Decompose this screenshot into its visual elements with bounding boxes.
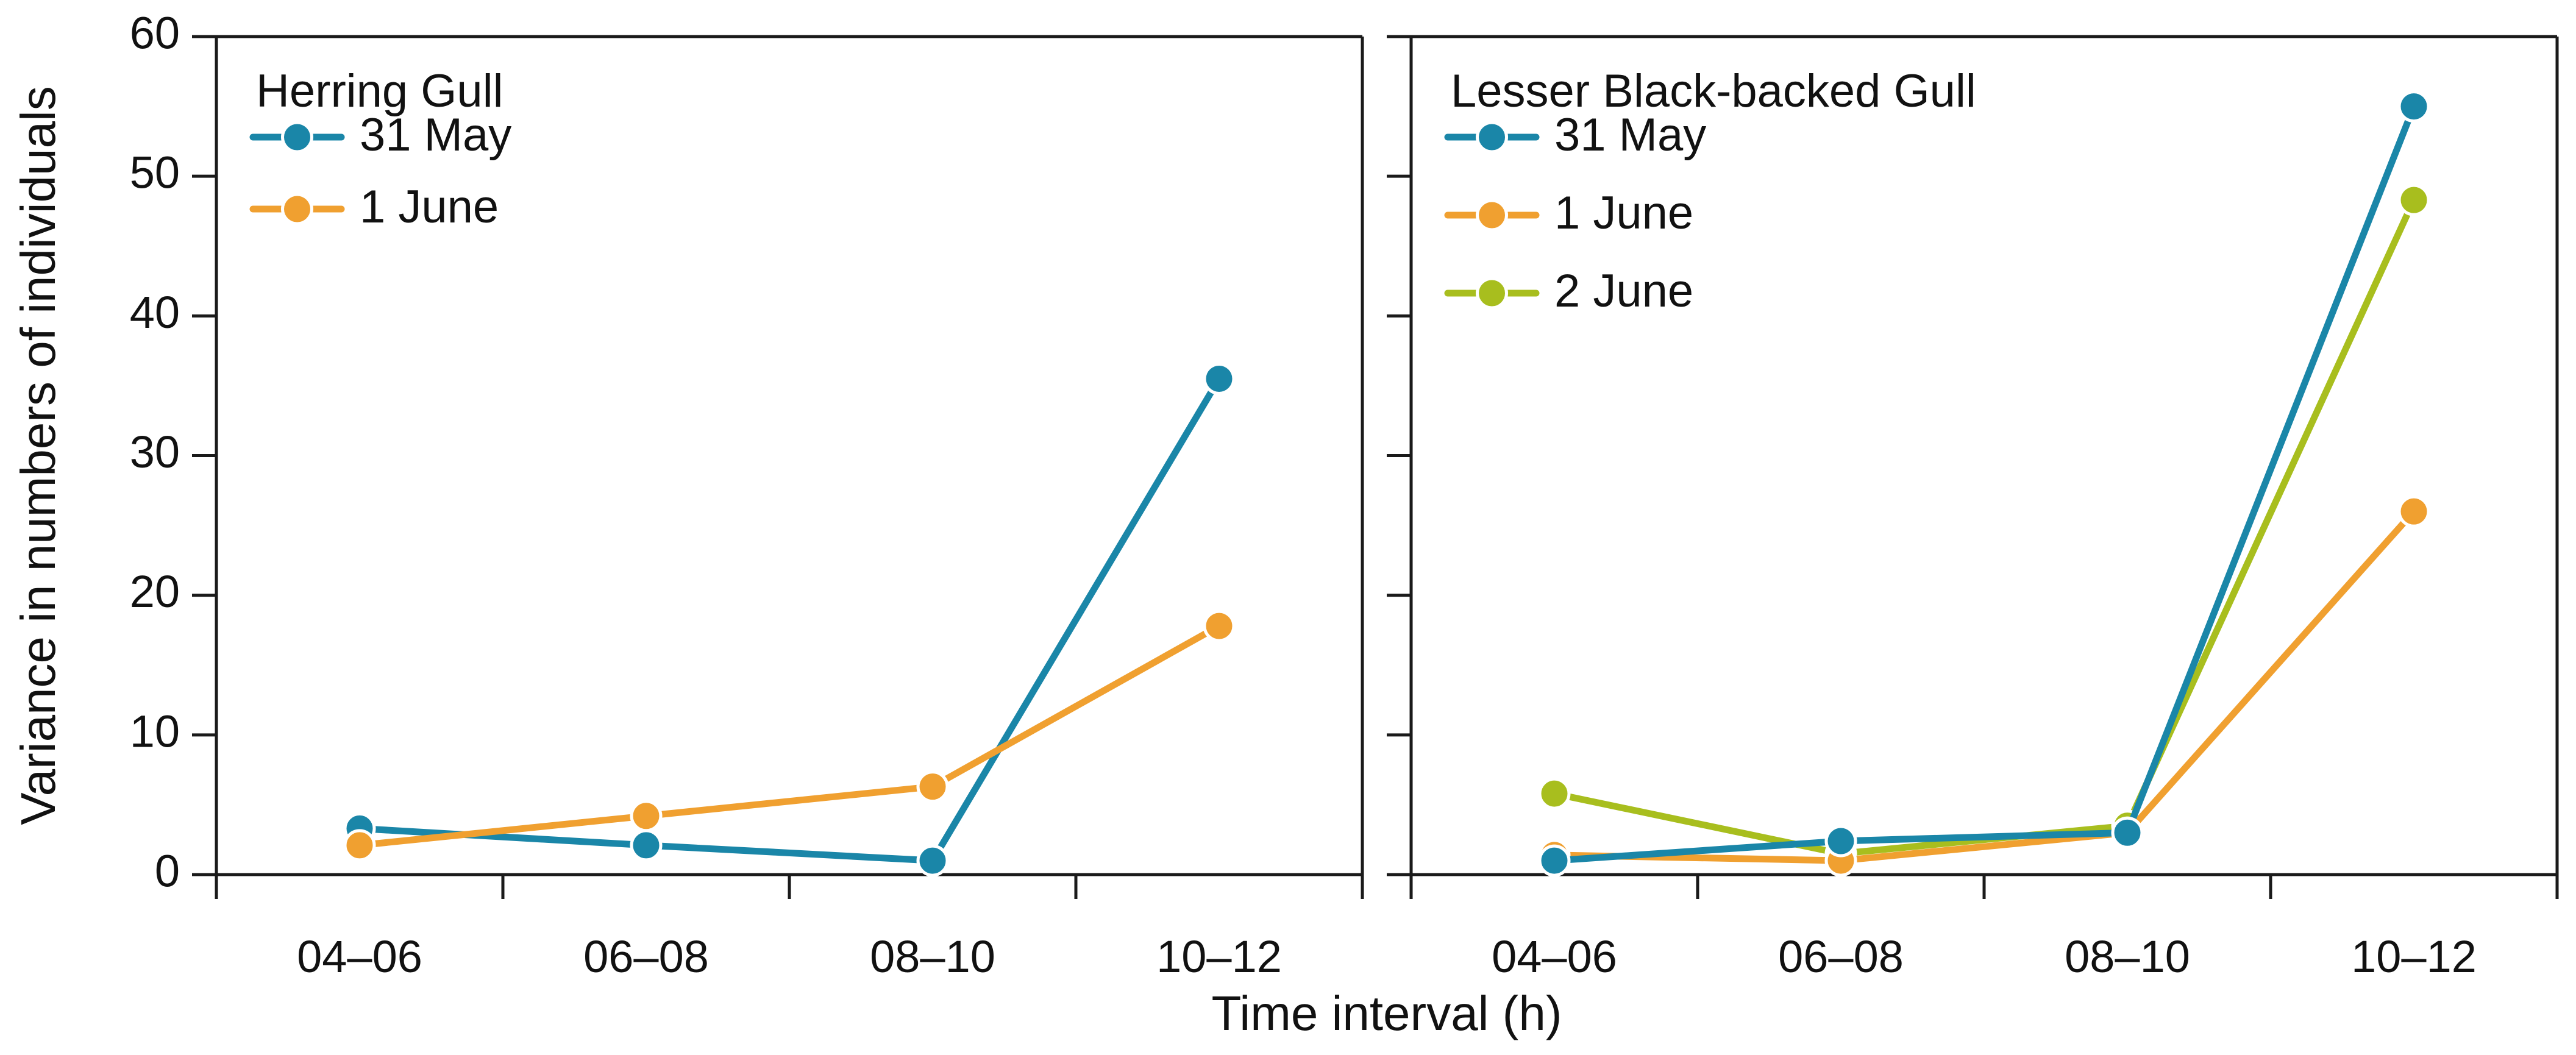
- legend-swatch-marker: [1476, 199, 1508, 232]
- legend-item: 1 June: [1444, 187, 1693, 239]
- legend-label: 31 May: [1554, 109, 1706, 161]
- legend-label: 1 June: [1554, 187, 1693, 239]
- legend-swatch-marker: [1476, 277, 1508, 310]
- data-point-1-june-4: [1203, 609, 1236, 642]
- data-point-31-may-4: [2397, 90, 2430, 123]
- y-tick-label: 50: [130, 147, 180, 198]
- series-line-31-may: [356, 375, 1223, 864]
- x-tick-label: 10–12: [1156, 931, 1282, 982]
- x-tick-label: 06–08: [1778, 931, 1904, 982]
- y-tick-label: 40: [130, 287, 180, 338]
- panel-title: Lesser Black-backed Gull: [1451, 65, 1976, 117]
- legend-swatch-marker: [281, 121, 313, 154]
- x-tick-label: 06–08: [583, 931, 709, 982]
- y-tick-label: 0: [155, 846, 180, 897]
- data-point-1-june-3: [916, 770, 949, 803]
- data-point-31-may-3: [916, 844, 949, 877]
- panel-title: Herring Gull: [256, 65, 503, 117]
- y-tick-label: 20: [130, 566, 180, 617]
- x-axis-title: Time interval (h): [1212, 986, 1562, 1040]
- x-tick-label: 04–06: [297, 931, 422, 982]
- data-point-2-june-4: [2397, 183, 2430, 216]
- data-point-1-june-4: [2397, 495, 2430, 528]
- y-tick-label: 30: [130, 427, 180, 477]
- legend-item: 2 June: [1444, 265, 1693, 317]
- series-line-1-june: [1551, 508, 2418, 864]
- data-point-31-may-2: [1824, 825, 1857, 858]
- data-point-31-may-3: [2111, 816, 2144, 849]
- data-point-31-may-4: [1203, 362, 1236, 395]
- legend-swatch-marker: [1476, 121, 1508, 154]
- y-axis-title: Variance in numbers of individuals: [11, 86, 65, 825]
- data-point-31-may-1: [1538, 844, 1571, 877]
- legend-item: 31 May: [249, 109, 511, 161]
- panel-2: 04–06 06–08 08–10 10–12 Lesser Black-backed …: [1387, 35, 2559, 982]
- x-tick-label: 08–10: [2065, 931, 2190, 982]
- legend-label: 2 June: [1554, 265, 1693, 317]
- y-tick-label: 60: [130, 8, 180, 59]
- legend-item: 1 June: [249, 181, 499, 233]
- data-point-31-may-2: [630, 829, 663, 862]
- legend-swatch-marker: [281, 193, 313, 226]
- x-tick-label: 04–06: [1492, 931, 1617, 982]
- x-tick-label: 10–12: [2351, 931, 2477, 982]
- data-point-1-june-2: [630, 800, 663, 833]
- series-line-1-june: [356, 622, 1223, 849]
- panel-1: 0 10 20 30 40 50 60 04–06 06–08 08–10 10–12 Herring…: [130, 8, 1364, 982]
- y-tick-label: 10: [130, 706, 180, 756]
- legend-item: 31 May: [1444, 109, 1706, 161]
- series-line-31-may: [1551, 103, 2418, 864]
- data-point-1-june-1: [343, 829, 376, 862]
- legend-label: 1 June: [360, 181, 499, 233]
- legend-label: 31 May: [360, 109, 511, 161]
- data-point-2-june-1: [1538, 777, 1571, 810]
- x-tick-label: 08–10: [870, 931, 995, 982]
